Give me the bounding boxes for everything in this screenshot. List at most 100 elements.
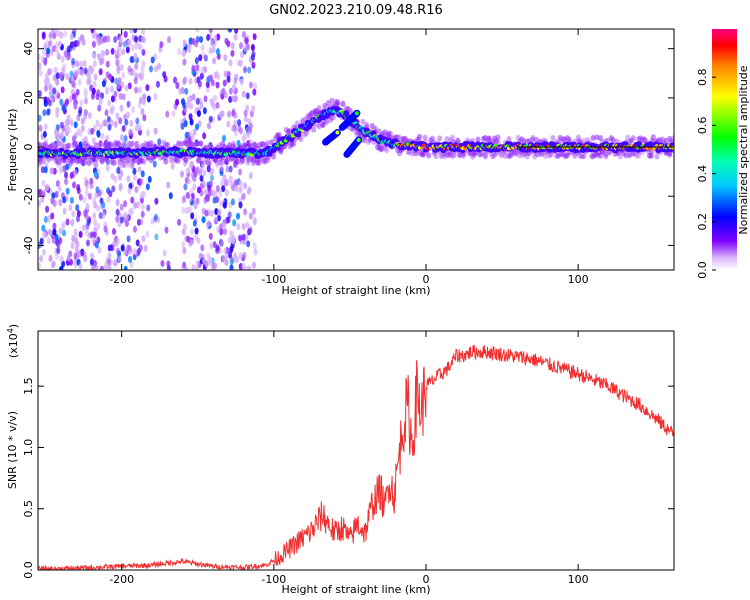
spectrogram-cell — [206, 220, 211, 228]
spectrogram-cell — [40, 166, 45, 174]
spectrogram-cell — [200, 66, 205, 74]
spectrogram-cell — [202, 107, 207, 115]
spectrogram-cell — [195, 29, 200, 33]
spectrogram-cell — [47, 215, 52, 223]
spectrogram-cell — [97, 104, 102, 112]
spectrogram-cell — [245, 43, 250, 51]
spectrogram-cell — [187, 46, 192, 54]
spectrogram-cell — [82, 60, 87, 68]
spectrogram-y-tick-label: -20 — [22, 187, 35, 205]
spectrogram-cell — [242, 251, 247, 259]
spectrogram-cell — [253, 248, 258, 256]
spectrogram-cell — [124, 118, 129, 126]
spectrogram-cell — [65, 163, 70, 171]
spectrogram-cell — [175, 98, 180, 106]
spectrogram-cell — [187, 96, 192, 104]
spectrogram-cell — [207, 189, 212, 197]
spectrogram-cell — [140, 35, 145, 43]
spectrogram-cell — [243, 208, 248, 216]
spectrogram-cell — [189, 187, 194, 195]
spectrogram-cell — [243, 66, 248, 74]
spectrogram-cell — [77, 78, 82, 86]
spectrogram-cell — [41, 49, 46, 57]
spectrogram-cell — [194, 57, 199, 65]
spectrogram-cell — [70, 75, 75, 83]
spectrogram-cell — [226, 40, 231, 48]
spectrogram-cell — [265, 139, 271, 146]
snr-x-axis-label: Height of straight line (km) — [281, 583, 430, 596]
spectrogram-cell — [223, 247, 228, 255]
spectrogram-cell — [139, 191, 144, 199]
spectrogram-cell — [73, 121, 78, 129]
spectrogram-cell — [195, 166, 200, 174]
spectrogram-cell — [110, 47, 115, 55]
spectrogram-cell — [46, 78, 51, 86]
spectrogram-cell — [238, 59, 243, 67]
spectrogram-cell — [252, 88, 257, 96]
spectrogram-cell — [105, 164, 110, 172]
spectrogram-cell — [113, 259, 118, 267]
spectrogram-cell — [222, 201, 227, 209]
spectrogram-cell — [198, 168, 203, 176]
spectrogram-cell — [65, 72, 70, 80]
spectrogram-cell — [73, 140, 79, 147]
spectrogram-cell — [123, 134, 128, 142]
spectrogram-cell — [57, 40, 62, 48]
spectrogram-cell — [55, 78, 60, 86]
spectrogram-cell — [192, 128, 197, 136]
spectrogram-cell — [134, 124, 139, 132]
spectrogram-cell — [181, 206, 186, 214]
spectrogram-cell — [95, 93, 100, 101]
spectrogram-cell — [62, 63, 67, 71]
spectrogram-cell — [56, 139, 61, 147]
spectrogram-cell — [166, 36, 171, 44]
spectrogram-cell — [121, 72, 126, 80]
spectrogram-cell — [597, 152, 603, 159]
spectrogram-cell — [196, 237, 201, 245]
spectrogram-cell — [69, 33, 74, 41]
spectrogram-cell — [78, 60, 83, 68]
spectrogram-cell — [206, 76, 211, 84]
spectrogram-cell — [226, 110, 231, 118]
spectrogram-cell — [62, 207, 67, 215]
snr-x-tick-label: -200 — [109, 573, 134, 586]
spectrogram-cell — [170, 162, 175, 170]
spectrogram-cell — [203, 196, 208, 204]
spectrogram-cell — [92, 80, 97, 88]
spectrogram-cell — [238, 234, 243, 242]
spectrogram-cell — [129, 56, 134, 64]
spectrogram-x-tick-label: 100 — [568, 273, 589, 286]
spectrogram-cell — [58, 72, 63, 80]
spectrogram-cell — [210, 79, 215, 87]
spectrogram-cell — [208, 29, 213, 34]
spectrogram-cell — [202, 132, 207, 140]
spectrogram-cell — [245, 221, 250, 229]
spectrogram-cell — [63, 30, 68, 38]
spectrogram-cell — [141, 158, 147, 165]
spectrogram-cell — [153, 127, 158, 135]
spectrogram-cell — [127, 39, 132, 47]
spectrogram-cell — [232, 252, 237, 260]
spectrogram-cell — [212, 241, 217, 249]
spectrogram-cell — [147, 175, 152, 183]
spectrogram-cell — [154, 233, 159, 241]
spectrogram-cell — [113, 120, 118, 128]
spectrogram-cell — [581, 137, 587, 144]
colorbar-tick-label: 0.0 — [696, 261, 709, 279]
spectrogram-cell — [141, 235, 146, 243]
spectrogram-cell — [195, 266, 200, 270]
spectrogram-cell — [251, 207, 256, 215]
spectrogram-cell — [69, 171, 74, 179]
spectrogram-cell — [231, 124, 236, 132]
spectrogram-cell — [229, 230, 234, 238]
spectrogram-cell — [75, 88, 80, 96]
spectrogram-cell — [121, 48, 126, 56]
spectrogram-cell — [191, 93, 196, 101]
spectrogram-cell — [111, 185, 116, 193]
spectrogram-cell — [93, 170, 98, 178]
spectrogram-cell — [238, 201, 243, 209]
spectrogram-cell — [80, 124, 85, 132]
spectrogram-cell — [175, 81, 180, 89]
spectrogram-cell — [213, 34, 218, 42]
